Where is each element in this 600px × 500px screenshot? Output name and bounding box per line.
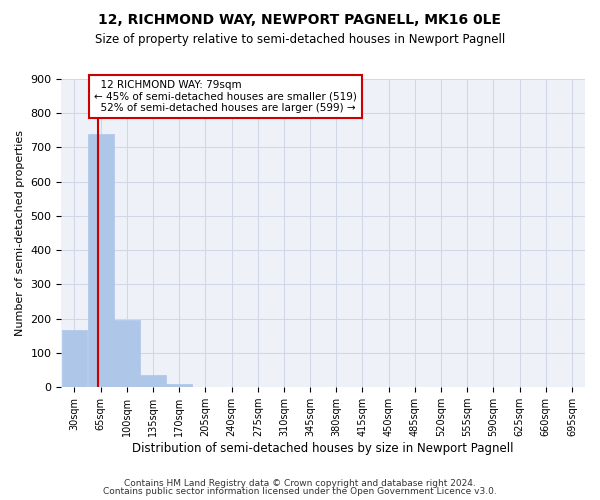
Bar [166, 384, 192, 387]
X-axis label: Distribution of semi-detached houses by size in Newport Pagnell: Distribution of semi-detached houses by … [133, 442, 514, 455]
Bar [88, 134, 113, 387]
Text: Contains public sector information licensed under the Open Government Licence v3: Contains public sector information licen… [103, 487, 497, 496]
Y-axis label: Number of semi-detached properties: Number of semi-detached properties [15, 130, 25, 336]
Text: 12, RICHMOND WAY, NEWPORT PAGNELL, MK16 0LE: 12, RICHMOND WAY, NEWPORT PAGNELL, MK16 … [98, 12, 502, 26]
Bar [62, 330, 88, 387]
Text: Contains HM Land Registry data © Crown copyright and database right 2024.: Contains HM Land Registry data © Crown c… [124, 478, 476, 488]
Bar [114, 320, 140, 387]
Text: Size of property relative to semi-detached houses in Newport Pagnell: Size of property relative to semi-detach… [95, 32, 505, 46]
Bar [140, 374, 166, 387]
Text: 12 RICHMOND WAY: 79sqm
← 45% of semi-detached houses are smaller (519)
  52% of : 12 RICHMOND WAY: 79sqm ← 45% of semi-det… [94, 80, 357, 113]
